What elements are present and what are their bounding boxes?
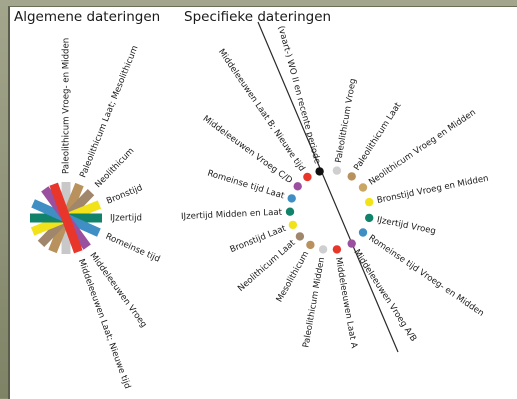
specific-dot-7 <box>332 245 342 254</box>
specific-dot-12 <box>285 207 295 216</box>
specific-dot-16 <box>315 167 324 176</box>
specific-dot-8 <box>318 245 328 254</box>
specific-dot-0 <box>332 166 342 175</box>
specific-dot-2 <box>358 183 368 192</box>
general-datings-title: Algemene dateringen <box>14 9 161 25</box>
specific-dot-6 <box>347 239 356 248</box>
general-label-3: Bronstijd <box>105 183 144 207</box>
specific-dot-5 <box>358 228 368 237</box>
general-bar-7 <box>49 182 83 254</box>
specific-dot-10 <box>295 232 305 241</box>
general-datings-wheel: Paleolithicum Vroeg- en Midden Paleolithi… <box>30 38 161 390</box>
general-label-1: Paleolithicum Laat; Mesolithicum <box>78 44 140 179</box>
specific-datings-title: Specifieke dateringen <box>184 9 332 25</box>
general-label-5: Romeinse tijd <box>104 232 161 265</box>
specific-dot-13 <box>287 194 296 203</box>
specific-label-4: IJzertijd Vroeg <box>376 215 437 237</box>
general-label-2: Neolithicum <box>93 146 136 190</box>
specific-label-5: Romeinse tijd Vroeg- en Midden <box>367 233 486 319</box>
general-label-4: IJzertijd <box>110 214 142 224</box>
divider-line <box>257 21 399 353</box>
specific-label-3: Bronstijd Vroeg en Midden <box>376 174 489 206</box>
specific-dot-9 <box>306 240 315 250</box>
specific-dot-15 <box>303 172 312 182</box>
specific-dot-14 <box>293 182 302 191</box>
specific-label-7: Middeleeuwen Laat A <box>333 257 359 350</box>
specific-dot-4 <box>365 213 374 223</box>
specific-dot-11 <box>288 220 298 230</box>
specific-label-8: Paleolithicum Midden <box>301 257 327 349</box>
general-label-0: Paleolithicum Vroeg- en Midden <box>62 38 72 174</box>
specific-dot-3 <box>365 197 374 207</box>
specific-dot-1 <box>347 172 356 181</box>
specific-label-0: Paleolithicum Vroeg <box>334 78 359 164</box>
specific-label-12: IJzertijd Midden en Laat <box>181 208 283 222</box>
